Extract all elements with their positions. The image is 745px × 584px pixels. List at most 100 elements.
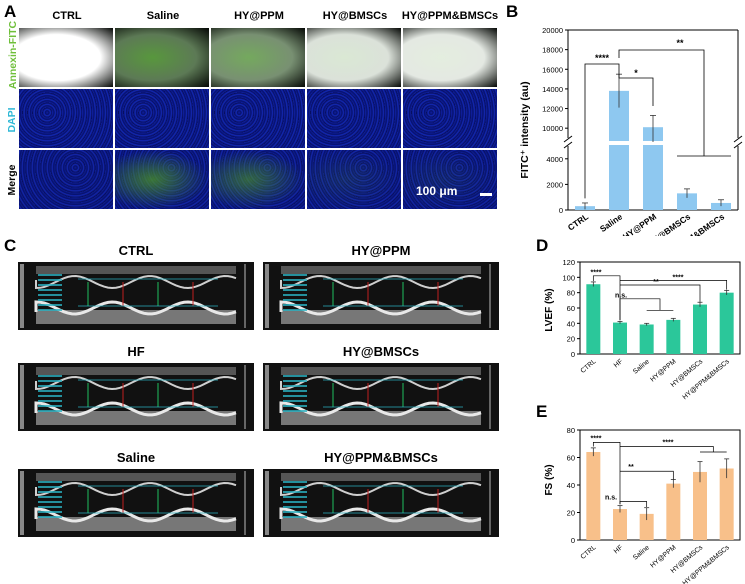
chart-d-xtick-label-0: CTRL	[580, 358, 598, 375]
chart-e-ytick-label-3: 60	[567, 454, 575, 463]
chart-e-bar-5	[719, 468, 734, 540]
panel-label-c: C	[4, 236, 17, 255]
echo-trace	[20, 365, 246, 429]
chart-e-sig-label-1: **	[628, 464, 634, 471]
chart-e-sig-label-2: n.s.	[605, 494, 617, 501]
row-label-merge: Merge	[6, 164, 18, 196]
panel-label-b: B	[506, 2, 519, 21]
chart-d-ylabel: LVEF (%)	[544, 288, 555, 331]
micro-tile-r2-c3	[306, 149, 402, 210]
chart-e-bar-3	[666, 483, 681, 540]
chart-b-ytick-label-5: 14000	[542, 85, 563, 94]
column-title-hy-ppm: HY@PPM	[234, 10, 284, 22]
chart-e-bar-2	[639, 513, 654, 540]
scale-bar-label: 100 μm	[416, 184, 458, 198]
chart-d-ytick-label-5: 100	[562, 273, 575, 282]
chart-e-sig-label-0: ****	[591, 435, 602, 442]
chart-d-sig-label-3: ****	[673, 274, 684, 281]
chart-b-sig-label-0: ****	[595, 53, 610, 63]
micro-tile-r2-c1	[114, 149, 210, 210]
chart-e-sig-line-0	[592, 442, 621, 505]
chart-d-ytick-label-6: 120	[562, 258, 575, 267]
chart-e-ytick-label-4: 80	[567, 426, 575, 435]
echo-trace	[20, 264, 246, 328]
panel-label-a: A	[4, 2, 17, 21]
chart-e-bar-0	[586, 452, 601, 540]
chart-b-break-mark-lower-0	[563, 141, 573, 149]
chart-d-xtick-label-2: Saline	[632, 358, 651, 376]
chart-d-ytick-label-2: 40	[567, 319, 575, 328]
echo-title-saline: Saline	[116, 450, 156, 465]
chart-d-bar-3	[666, 319, 681, 354]
chart-e-sig-label-3: ****	[663, 439, 674, 446]
echo-title-ctrl: CTRL	[118, 243, 154, 258]
chart-e-xtick-label-5: HY@PPM&BMSCs	[682, 544, 732, 584]
chart-e-bar-4	[693, 471, 707, 540]
chart-e-sig-line-3	[620, 446, 727, 453]
echo-image-3	[263, 363, 499, 431]
chart-b-bar-break-1	[608, 141, 630, 145]
echo-image-0	[18, 262, 254, 330]
chart-b-sig-line-0	[584, 63, 620, 199]
micro-tile-r2-c4	[402, 149, 498, 210]
chart-d-ytick-label-4: 80	[567, 289, 575, 298]
echo-trace	[265, 365, 491, 429]
chart-b-sig-line-2	[618, 49, 705, 156]
chart-d-ytick-label-1: 20	[567, 335, 575, 344]
micro-tile-r2-c2	[210, 149, 306, 210]
chart-b-ytick-label-7: 18000	[542, 46, 563, 55]
echo-title-hy-ppm: HY@PPM	[351, 243, 411, 258]
echo-image-4	[18, 469, 254, 537]
chart-d-sig-label-1: n.s.	[615, 292, 627, 299]
chart-b-ytick-label-6: 16000	[542, 65, 563, 74]
chart-d-sig-line-1	[619, 298, 674, 321]
micro-tile-r0-c3	[306, 27, 402, 88]
echo-title-hy-ppm-bmscs: HY@PPM&BMSCs	[324, 450, 438, 465]
chart-b-bar-2	[643, 127, 663, 210]
chart-d-sig-label-2: **	[653, 279, 659, 286]
micro-tile-r0-c1	[114, 27, 210, 88]
chart-e-xtick-label-2: Saline	[632, 544, 651, 562]
panel-label-d: D	[536, 236, 549, 255]
chart-e-xtick-label-0: CTRL	[580, 544, 598, 561]
chart-d-ytick-label-3: 60	[567, 304, 575, 313]
panel-label-e: E	[536, 402, 548, 421]
chart-b-xtick-label-2: HY@PPM	[621, 211, 658, 236]
chart-d-bar-5	[719, 292, 734, 354]
chart-b: 0 2000 4000 10000 12000 14000 16000 18000 20000 C…	[519, 26, 743, 236]
chart-d-bar-1	[613, 322, 627, 354]
chart-b-ytick-label-3: 10000	[542, 124, 563, 133]
echo-trace	[265, 471, 491, 535]
column-title-saline: Saline	[146, 10, 180, 22]
chart-d-sig-line-0	[592, 275, 621, 321]
chart-b-sig-line-1	[618, 70, 654, 106]
chart-b-ytick-label-1: 2000	[546, 180, 563, 189]
chart-d-sig-line-3	[620, 280, 728, 290]
chart-e-ytick-label-2: 40	[567, 481, 575, 490]
scale-bar	[480, 193, 492, 196]
chart-b-bar-1	[609, 90, 629, 210]
echo-image-2	[18, 363, 254, 431]
chart-d-sig-line-2	[620, 284, 701, 302]
echo-image-5	[263, 469, 499, 537]
chart-b-xtick-label-1: Saline	[598, 211, 624, 234]
micro-tile-r1-c3	[306, 88, 402, 149]
echo-title-hy-bmscs: HY@BMSCs	[342, 344, 420, 359]
micro-tile-r0-c4	[402, 27, 498, 88]
chart-b-break-mark-upper-1	[733, 135, 743, 143]
chart-b-sig-label-2: **	[676, 38, 684, 48]
column-title-hy-bmscs: HY@BMSCs	[322, 10, 388, 22]
chart-b-ytick-label-8: 20000	[542, 26, 563, 35]
chart-d-bar-0	[586, 284, 601, 354]
chart-d-sig-label-0: ****	[591, 270, 602, 277]
chart-d-xtick-label-5: HY@PPM&BMSCs	[682, 358, 732, 401]
column-title-hy-ppm-bmscs: HY@PPM&BMSCs	[401, 10, 499, 22]
chart-e-ytick-label-1: 20	[567, 509, 575, 518]
chart-b-xtick-label-0: CTRL	[566, 211, 590, 232]
micro-tile-r1-c2	[210, 88, 306, 149]
echo-trace	[265, 264, 491, 328]
chart-e-bar-1	[613, 509, 627, 540]
chart-b-break-mark-lower-1	[733, 141, 743, 149]
